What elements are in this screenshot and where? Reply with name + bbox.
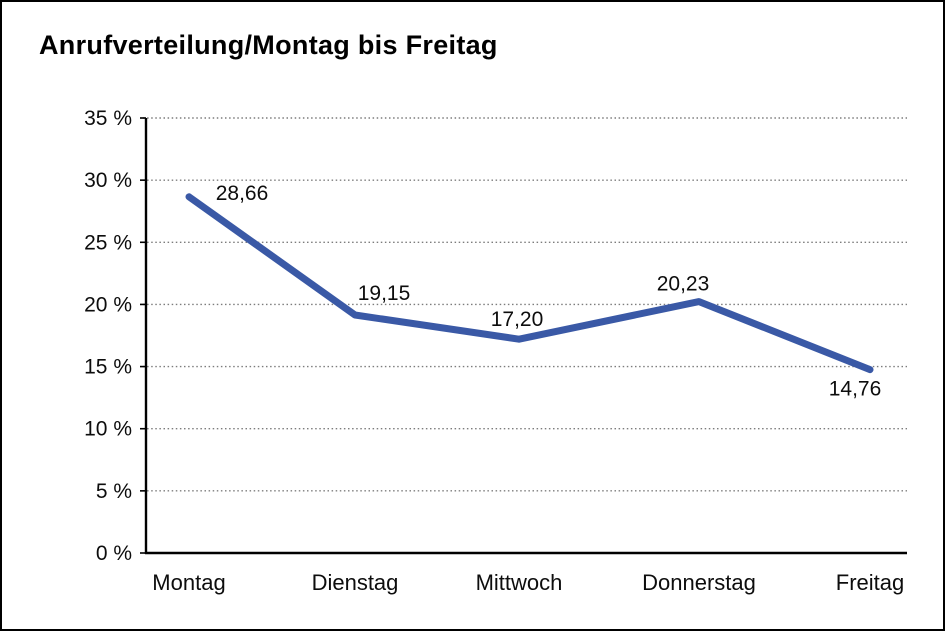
y-tick-label: 25 % <box>84 231 132 254</box>
data-point-label: 19,15 <box>358 282 411 305</box>
x-category-label: Donnerstag <box>642 570 756 595</box>
data-point-label: 28,66 <box>216 182 269 205</box>
y-tick-label: 0 % <box>96 542 132 565</box>
x-category-label: Dienstag <box>312 570 399 595</box>
data-point-label: 17,20 <box>491 308 544 331</box>
y-tick-label: 5 % <box>96 480 132 503</box>
chart-title: Anrufverteilung/Montag bis Freitag <box>39 30 498 60</box>
data-point-label: 20,23 <box>657 273 710 296</box>
y-tick-label: 35 % <box>84 107 132 130</box>
y-tick-label: 15 % <box>84 356 132 379</box>
x-category-label: Mittwoch <box>476 570 563 595</box>
y-tick-label: 10 % <box>84 418 132 441</box>
y-tick-label: 30 % <box>84 169 132 192</box>
y-tick-label: 20 % <box>84 293 132 316</box>
x-category-label: Montag <box>152 570 225 595</box>
data-point-label: 14,76 <box>829 378 882 401</box>
series-line <box>185 193 874 374</box>
x-category-label: Freitag <box>836 570 904 595</box>
